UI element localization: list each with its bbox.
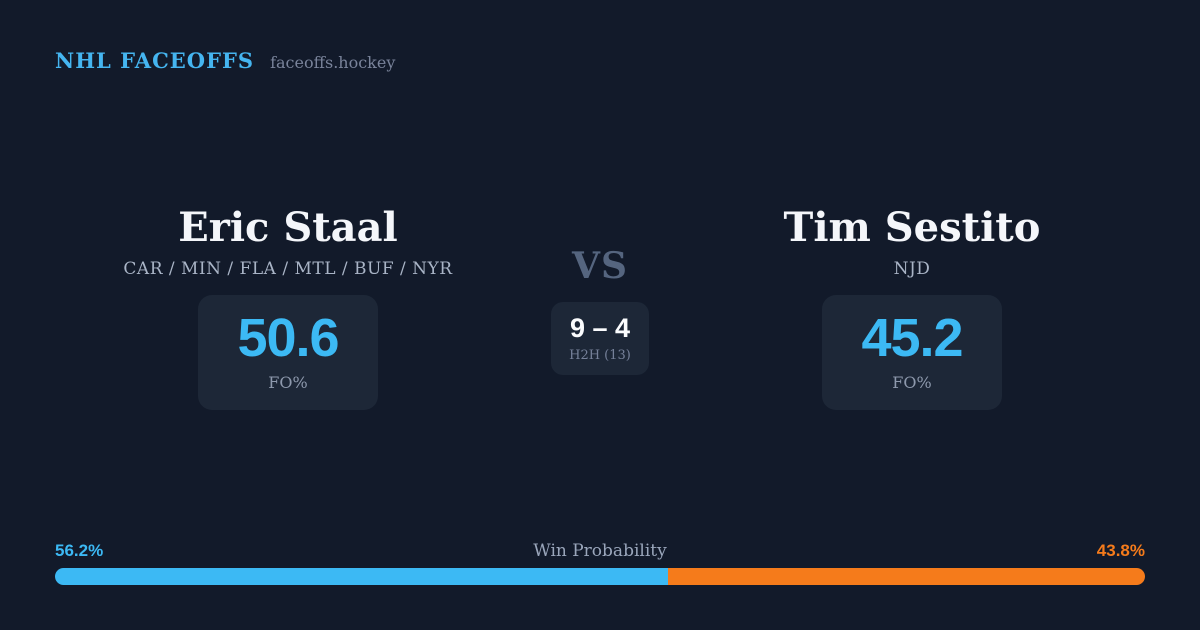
win-bar-right-segment — [667, 568, 1145, 585]
player-left-stat-box: 50.6 FO% — [198, 295, 378, 410]
site-url: faceoffs.hockey — [270, 53, 396, 72]
win-bar-left-segment — [55, 568, 668, 585]
matchup-center-column: VS 9 – 4 H2H (13) — [500, 248, 700, 375]
win-probability-bar — [55, 568, 1145, 585]
brand-title: NHL FACEOFFS — [55, 48, 255, 73]
player-right-fo-pct: 45.2 — [861, 308, 963, 368]
player-left-column: Eric Staal CAR / MIN / FLA / MTL / BUF /… — [78, 205, 498, 410]
win-probability-title: Win Probability — [533, 541, 667, 561]
h2h-label: H2H (13) — [569, 348, 631, 363]
player-right-teams: NJD — [893, 259, 931, 279]
h2h-box: 9 – 4 H2H (13) — [551, 302, 649, 375]
win-probability-labels: 56.2% Win Probability 43.8% — [55, 541, 1145, 561]
player-left-fo-label: FO% — [268, 373, 308, 392]
header: NHL FACEOFFS faceoffs.hockey — [55, 48, 395, 73]
vs-label: VS — [572, 245, 628, 287]
player-right-fo-label: FO% — [892, 373, 932, 392]
player-left-fo-pct: 50.6 — [237, 308, 339, 368]
win-probability-left-pct: 56.2% — [55, 541, 104, 560]
player-right-name: Tim Sestito — [783, 204, 1041, 251]
player-right-column: Tim Sestito NJD 45.2 FO% — [702, 205, 1122, 410]
player-right-stat-box: 45.2 FO% — [822, 295, 1002, 410]
h2h-score: 9 – 4 — [569, 313, 631, 343]
player-left-name: Eric Staal — [178, 204, 398, 251]
player-left-teams: CAR / MIN / FLA / MTL / BUF / NYR — [123, 259, 453, 279]
win-probability-right-pct: 43.8% — [1096, 541, 1145, 560]
